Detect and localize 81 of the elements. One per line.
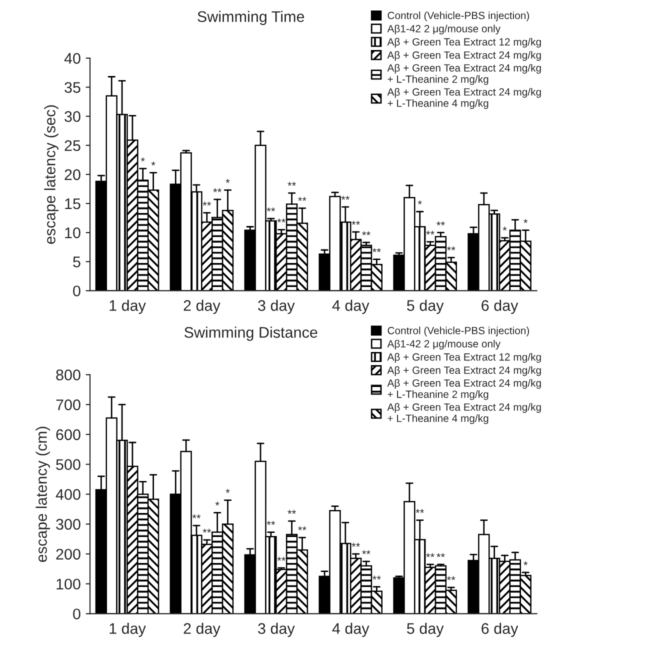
y-tick-label: 400 xyxy=(56,489,80,500)
y-tick-label: 40 xyxy=(64,53,80,64)
y-tick-label: 100 xyxy=(56,578,80,590)
legend-label: Aβ1-42 2 μg/mouse only xyxy=(387,340,501,350)
data-label: ** xyxy=(372,576,381,580)
data-label: ** xyxy=(288,182,296,186)
y-tick-label: 20 xyxy=(64,169,80,180)
y-tick-label: 30 xyxy=(64,111,80,122)
y-tick-label: 10 xyxy=(65,227,80,238)
x-tick-label: 6 day xyxy=(482,300,518,314)
legend-label: Aβ + Green Tea Extract 12 mg/kg xyxy=(387,38,541,48)
y-tick-label: 200 xyxy=(56,548,80,560)
legend-label: Aβ + Green Tea Extract 24 mg/kg + L-Theanine 4 mg/kg xyxy=(387,403,541,424)
y-tick-label: 600 xyxy=(56,429,80,440)
data-label: * xyxy=(140,157,145,162)
data-label: * xyxy=(215,502,220,506)
y-tick-label: 5 xyxy=(73,256,80,268)
data-label: ** xyxy=(446,576,456,580)
x-tick-label: 3 day xyxy=(258,622,295,637)
x-tick-label: 4 day xyxy=(332,622,370,637)
x-tick-label: 5 day xyxy=(407,622,444,637)
data-label: ** xyxy=(266,207,276,212)
data-label: * xyxy=(226,179,230,183)
data-label: ** xyxy=(436,221,445,226)
legend-label: Aβ1-42 2 μg/mouse only xyxy=(387,24,501,34)
data-label: ** xyxy=(288,510,296,514)
legend-label: Aβ + Green Tea Extract 24 mg/kg + L-Theanine 2 mg/kg xyxy=(387,64,541,85)
x-tick-label: 5 day xyxy=(407,300,444,314)
x-tick-label: 4 day xyxy=(332,300,370,314)
data-label: ** xyxy=(266,520,276,525)
x-tick-label: 1 day xyxy=(110,300,146,314)
data-label: ** xyxy=(416,509,424,513)
data-label: ** xyxy=(192,514,201,518)
data-label: ** xyxy=(277,218,286,222)
legend-label: Aβ + Green Tea Extract 24 mg/kg + L-Theanine 4 mg/kg xyxy=(387,88,541,109)
data-label: ** xyxy=(352,220,360,225)
y-axis-title: escape latency (cm) xyxy=(36,426,50,562)
data-label: * xyxy=(226,489,230,493)
x-tick-label: 1 day xyxy=(110,622,146,637)
data-label: * xyxy=(418,200,422,204)
y-tick-label: 0 xyxy=(73,608,80,620)
y-tick-label: 700 xyxy=(56,399,80,410)
data-label: ** xyxy=(277,556,286,561)
y-tick-label: 15 xyxy=(65,198,80,210)
data-label: ** xyxy=(436,553,445,558)
data-label: ** xyxy=(213,188,222,192)
y-tick-label: 35 xyxy=(64,82,80,93)
data-label: * xyxy=(524,219,528,224)
data-label: ** xyxy=(426,230,434,235)
data-label: ** xyxy=(341,196,350,200)
data-label: * xyxy=(151,162,156,166)
x-tick-label: 2 day xyxy=(184,300,220,314)
y-tick-label: 300 xyxy=(56,518,80,530)
data-label: ** xyxy=(202,528,212,533)
y-tick-label: 800 xyxy=(56,370,80,380)
data-label: ** xyxy=(362,550,370,554)
data-label: ** xyxy=(446,246,456,250)
y-tick-label: 25 xyxy=(64,140,80,152)
data-label: ** xyxy=(372,248,381,252)
data-label: * xyxy=(524,561,528,566)
x-tick-label: 6 day xyxy=(482,622,518,637)
y-axis-title: escape latency (sec) xyxy=(44,105,58,244)
legend-label: Control (Vehicle-PBS injection) xyxy=(388,326,530,336)
y-tick-label: 0 xyxy=(73,286,80,296)
data-label: ** xyxy=(362,231,370,236)
data-label: ** xyxy=(298,526,306,530)
x-tick-label: 2 day xyxy=(184,622,220,637)
legend-label: Aβ + Green Tea Extract 24 mg/kg xyxy=(387,51,541,61)
data-label: ** xyxy=(202,202,212,206)
data-label: ** xyxy=(298,197,306,201)
chart-title: Swimming Time xyxy=(198,10,304,26)
x-tick-label: 3 day xyxy=(258,300,295,314)
y-tick-label: 500 xyxy=(56,459,80,470)
data-label: ** xyxy=(352,542,360,547)
chart-title: Swimming Distance xyxy=(184,326,318,341)
legend-label: Aβ + Green Tea Extract 24 mg/kg + L-Theanine 2 mg/kg xyxy=(387,379,541,400)
data-label: ** xyxy=(426,553,434,558)
legend-label: Aβ + Green Tea Extract 24 mg/kg xyxy=(387,366,541,376)
data-label: * xyxy=(502,226,507,231)
legend-label: Aβ + Green Tea Extract 12 mg/kg xyxy=(387,353,541,363)
legend-label: Control (Vehicle-PBS injection) xyxy=(388,12,530,22)
